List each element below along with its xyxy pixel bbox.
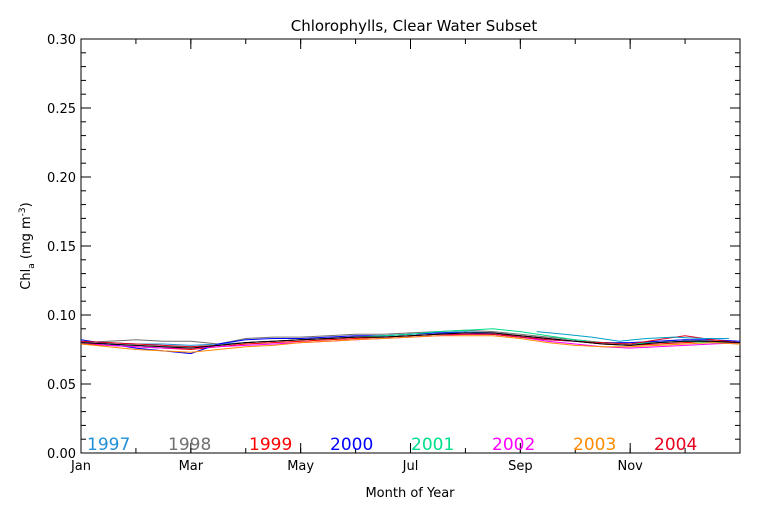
legend-entry-2000: 2000: [330, 435, 373, 455]
plot-frame: [80, 38, 741, 454]
series-line-2003: [80, 335, 741, 353]
y-tick-label: 0.15: [47, 240, 76, 255]
legend-entry-2001: 2001: [411, 435, 454, 455]
y-axis-label-superscript: -3: [18, 207, 28, 216]
chart-title: Chlorophylls, Clear Water Subset: [291, 17, 538, 35]
y-axis-label: Chla (mg m-3): [18, 202, 37, 289]
x-tick-label: Nov: [617, 459, 643, 474]
legend-entry-1997: 1997: [87, 435, 130, 455]
x-tick-label: Jan: [70, 459, 91, 474]
legend-entry-2004: 2004: [654, 435, 697, 455]
y-tick-label: 0.25: [47, 102, 76, 117]
y-tick-label: 0.30: [47, 33, 76, 48]
y-tick-label: 0.20: [47, 171, 76, 186]
y-axis-label-close: ): [19, 202, 34, 207]
y-axis-label-subscript: a: [27, 263, 37, 269]
x-tick-label: Sep: [508, 459, 533, 474]
x-tick-label: Mar: [179, 459, 204, 474]
series-layer: [80, 328, 741, 355]
y-axis: 0.00 0.05 0.10 0.15 0.20 0.25 0.30: [47, 33, 740, 462]
minor-ticks: [80, 38, 741, 454]
legend-entry-1998: 1998: [168, 435, 211, 455]
x-axis-label: Month of Year: [365, 486, 455, 501]
y-axis-label-main: Chl: [19, 269, 34, 290]
x-tick-label: Jul: [402, 459, 419, 474]
legend: 1997 1998 1999 2000 2001 2002 2003 2004: [87, 435, 697, 455]
legend-entry-2002: 2002: [492, 435, 535, 455]
y-tick-label: 0.00: [47, 447, 76, 462]
x-tick-label: May: [287, 459, 314, 474]
y-tick-label: 0.05: [47, 378, 76, 393]
legend-entry-2003: 2003: [573, 435, 616, 455]
series-line-unlabeled-9: [536, 331, 729, 342]
legend-entry-1999: 1999: [249, 435, 292, 455]
y-axis-label-units: (mg m: [19, 216, 34, 263]
series-line-unlabeled-8: [80, 332, 741, 349]
y-tick-label: 0.10: [47, 309, 76, 324]
x-axis: Jan Mar May Jul Sep Nov: [70, 39, 643, 474]
